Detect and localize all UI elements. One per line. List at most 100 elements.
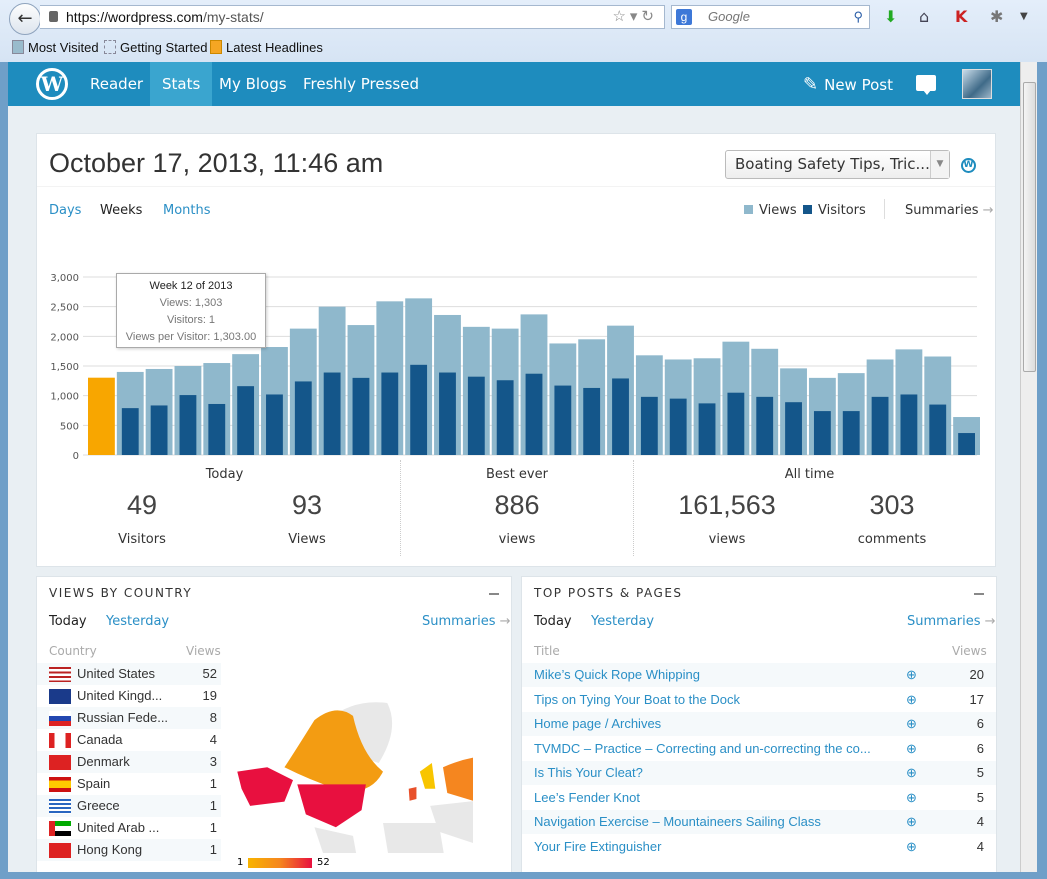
search-icon[interactable]: ⚲ — [853, 9, 863, 24]
zoom-in-icon[interactable]: ⊕ — [906, 716, 917, 731]
country-row[interactable]: Russian Fede... 8 — [37, 707, 221, 729]
post-row: Mike’s Quick Rope Whipping ⊕ 20 — [522, 663, 996, 687]
country-views: 52 — [202, 666, 217, 681]
zoom-in-icon[interactable]: ⊕ — [906, 691, 917, 707]
country-row[interactable]: Spain 1 — [37, 773, 221, 795]
summaries-link[interactable]: Summaries → — [907, 614, 996, 629]
country-row[interactable]: United States 52 — [37, 663, 221, 685]
bookmark-label: Latest Headlines — [226, 40, 323, 55]
summaries-link[interactable]: Summaries → — [422, 614, 511, 629]
zoom-in-icon[interactable]: ⊕ — [906, 667, 917, 682]
map-latin-america — [314, 827, 357, 853]
flag-icon — [49, 799, 71, 814]
search-placeholder: Google — [708, 9, 750, 24]
post-title-link[interactable]: Lee’s Fender Knot — [534, 789, 640, 805]
addon-k-icon[interactable]: K — [955, 7, 968, 26]
visitors-bar — [496, 380, 514, 455]
back-button[interactable]: ← — [9, 3, 41, 35]
views-by-country-panel: VIEWS BY COUNTRY Today Yesterday Summari… — [36, 576, 512, 872]
avatar[interactable] — [962, 69, 992, 99]
notifications-icon[interactable] — [916, 75, 936, 95]
country-row[interactable]: United Kingd... 19 — [37, 685, 221, 707]
visitors-bar — [208, 403, 226, 455]
country-name: United Kingd... — [77, 688, 163, 703]
visitors-bar — [237, 386, 255, 455]
tab-today[interactable]: Today — [534, 614, 572, 629]
tab-yesterday[interactable]: Yesterday — [591, 614, 655, 629]
bookmark-most-visited[interactable]: Most Visited — [12, 40, 99, 55]
collapse-icon[interactable] — [489, 593, 499, 595]
country-name: Spain — [77, 776, 111, 791]
site-select[interactable]: Boating Safety Tips, Tric... ▼ — [725, 150, 950, 179]
visitors-bar — [439, 372, 456, 455]
country-row[interactable]: Canada 4 — [37, 729, 221, 751]
zoom-in-icon[interactable]: ⊕ — [906, 765, 917, 780]
nav-stats[interactable]: Stats — [150, 62, 213, 106]
country-name: Canada — [77, 732, 123, 747]
panel-title: VIEWS BY COUNTRY — [49, 586, 193, 600]
collapse-icon[interactable] — [974, 593, 984, 595]
post-title-link[interactable]: Navigation Exercise – Mountaineers Saili… — [534, 814, 821, 829]
address-bar[interactable]: https://wordpress.com/my-stats/ ☆▾↻ — [40, 5, 665, 29]
country-views: 1 — [209, 776, 217, 791]
lock-icon — [49, 11, 58, 22]
scrollbar-thumb[interactable] — [1023, 82, 1036, 372]
visitors-bar — [640, 396, 658, 455]
tab-days[interactable]: Days — [49, 203, 82, 218]
post-title-link[interactable]: TVMDC – Practice – Correcting and un-cor… — [534, 740, 871, 756]
zoom-in-icon[interactable]: ⊕ — [906, 789, 917, 805]
tab-yesterday[interactable]: Yesterday — [106, 614, 170, 629]
reload-icon[interactable]: ↻ — [641, 8, 658, 25]
today-views: 93 — [291, 490, 323, 520]
nav-reader[interactable]: Reader — [90, 75, 144, 93]
dropdown-icon[interactable]: ▾ — [629, 8, 642, 25]
best-ever-label: Best ever — [486, 467, 548, 482]
country-row[interactable]: Denmark 3 — [37, 751, 221, 773]
tab-weeks[interactable]: Weeks — [100, 203, 143, 218]
bookmark-latest-headlines[interactable]: Latest Headlines — [210, 40, 323, 55]
flag-icon — [49, 777, 71, 792]
wordpress-icon[interactable]: W — [961, 158, 976, 173]
y-tick-label: 2,000 — [50, 332, 79, 343]
page-viewport: W Reader Stats My Blogs Freshly Pressed … — [8, 62, 1020, 872]
tooltip-visitors: Visitors: 1 — [166, 314, 216, 326]
zoom-in-icon[interactable]: ⊕ — [906, 740, 917, 756]
post-row: Navigation Exercise – Mountaineers Saili… — [522, 810, 996, 834]
search-box[interactable]: g Google ⚲ — [671, 5, 870, 29]
download-icon[interactable]: ⬇ — [884, 7, 898, 26]
addon-icon[interactable]: ✱ — [990, 7, 1004, 26]
tooltip-title: Week 12 of 2013 — [149, 280, 233, 292]
country-row[interactable]: United Arab ... 1 — [37, 817, 221, 839]
country-row[interactable]: Greece 1 — [37, 795, 221, 817]
nav-my-blogs[interactable]: My Blogs — [219, 75, 287, 93]
url-path: /my-stats/ — [202, 9, 264, 25]
bookmark-star-icon[interactable]: ☆ — [612, 8, 630, 25]
post-title-link[interactable]: Tips on Tying Your Boat to the Dock — [534, 691, 740, 707]
google-icon[interactable]: g — [676, 9, 692, 25]
tab-today[interactable]: Today — [49, 614, 87, 629]
zoom-in-icon[interactable]: ⊕ — [906, 814, 917, 829]
summaries-link[interactable]: Summaries → — [905, 203, 994, 218]
wordpress-logo-icon[interactable]: W — [36, 68, 68, 100]
nav-freshly-pressed[interactable]: Freshly Pressed — [303, 75, 419, 93]
visitors-bar — [525, 373, 543, 455]
country-row[interactable]: Hong Kong 1 — [37, 839, 221, 861]
visitors-bar — [727, 392, 745, 455]
zoom-in-icon[interactable]: ⊕ — [906, 838, 917, 854]
scrollbar[interactable] — [1020, 62, 1037, 872]
flag-icon — [49, 667, 71, 682]
country-views: 1 — [209, 820, 217, 835]
post-title-link[interactable]: Mike’s Quick Rope Whipping — [534, 667, 700, 682]
all-time-comments-unit: comments — [857, 532, 927, 547]
post-title-link[interactable]: Is This Your Cleat? — [534, 765, 643, 780]
bookmark-getting-started[interactable]: Getting Started — [104, 40, 207, 55]
home-icon[interactable]: ⌂ — [919, 7, 930, 26]
post-row: Lee’s Fender Knot ⊕ 5 — [522, 786, 996, 810]
menu-dropdown-icon[interactable]: ▼ — [1020, 11, 1028, 22]
post-title-link[interactable]: Your Fire Extinguisher — [534, 838, 662, 854]
y-tick-label: 3,000 — [50, 273, 79, 284]
legend-views: Views — [744, 203, 797, 218]
tab-months[interactable]: Months — [163, 203, 211, 218]
new-post-button[interactable]: ✎ New Post — [803, 62, 893, 108]
post-title-link[interactable]: Home page / Archives — [534, 716, 662, 731]
